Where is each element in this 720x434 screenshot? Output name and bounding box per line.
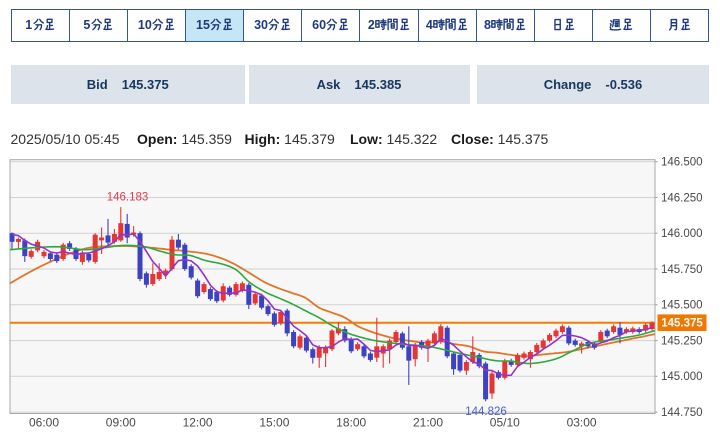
svg-text:06:00: 06:00: [29, 415, 59, 429]
svg-text:145.000: 145.000: [661, 371, 703, 383]
svg-text:146.183: 146.183: [107, 192, 149, 204]
svg-text:146.000: 146.000: [661, 228, 703, 240]
svg-text:12:00: 12:00: [183, 415, 213, 429]
svg-text:145.375: 145.375: [661, 318, 703, 330]
svg-text:146.250: 146.250: [661, 192, 703, 204]
svg-text:03:00: 03:00: [567, 415, 597, 429]
svg-text:05/10: 05/10: [490, 415, 520, 429]
svg-text:145.500: 145.500: [661, 300, 703, 312]
svg-text:18:00: 18:00: [336, 415, 366, 429]
svg-text:144.750: 144.750: [661, 407, 703, 419]
svg-text:09:00: 09:00: [106, 415, 136, 429]
svg-text:144.826: 144.826: [465, 406, 507, 418]
svg-text:145.750: 145.750: [661, 264, 703, 276]
svg-text:146.500: 146.500: [661, 157, 703, 169]
svg-text:21:00: 21:00: [413, 415, 443, 429]
svg-text:15:00: 15:00: [259, 415, 289, 429]
svg-text:145.250: 145.250: [661, 335, 703, 347]
